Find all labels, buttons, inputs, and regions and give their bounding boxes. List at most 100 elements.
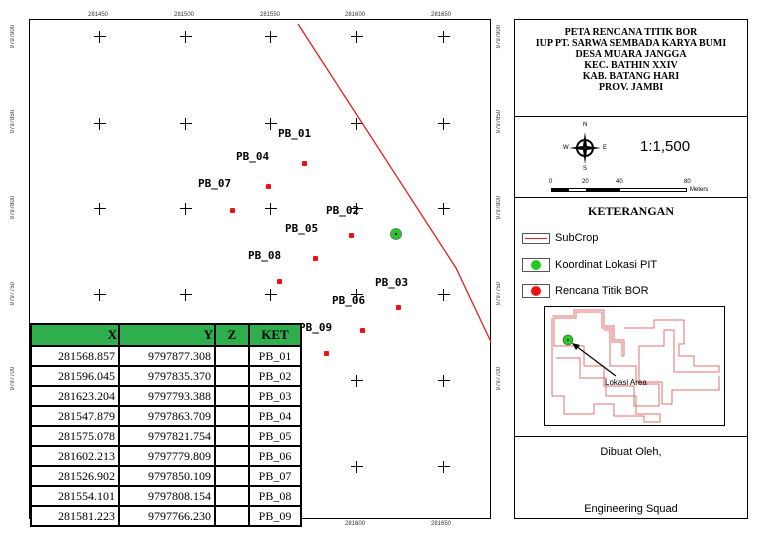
cell-x: 281575.078 — [30, 425, 120, 447]
cell-z — [214, 405, 250, 427]
cell-ket: PB_02 — [248, 365, 302, 387]
cell-x: 281547.879 — [30, 405, 120, 427]
grid-cross — [94, 289, 106, 301]
cell-ket: PB_07 — [248, 465, 302, 487]
cell-x: 281602.213 — [30, 445, 120, 467]
bor-point-pb05[interactable] — [313, 256, 319, 262]
scalebar-tick: 40 — [616, 179, 623, 185]
north-s: S — [583, 166, 588, 172]
x-tick-bottom: 281600 — [345, 521, 366, 527]
grid-cross — [265, 31, 277, 43]
title-line: IUP PT. SARWA SEMBADA KARYA BUMI — [535, 38, 727, 49]
made-by-label: Dibuat Oleh, — [600, 446, 662, 458]
grid-cross — [438, 118, 450, 130]
cell-z — [214, 425, 250, 447]
header-z: Z — [214, 323, 250, 347]
title-line: PETA RENCANA TITIK BOR — [564, 27, 698, 38]
cell-y: 9797863.709 — [118, 405, 216, 427]
table-row: 281581.223 9797766.230 PB_09 — [30, 505, 302, 527]
north-e: E — [603, 145, 608, 151]
cell-x: 281596.045 — [30, 365, 120, 387]
cell-z — [214, 445, 250, 467]
scalebar-tick: 80 — [684, 179, 691, 185]
coordinate-table: X Y Z KET 281568.857 9797877.308 PB_01 2815… — [30, 323, 302, 527]
header-y: Y — [118, 323, 216, 347]
grid-cross — [351, 289, 363, 301]
title-block: PETA RENCANA TITIK BOR IUP PT. SARWA SEM… — [515, 27, 747, 93]
cell-x: 281568.857 — [30, 345, 120, 367]
cell-y: 9797877.308 — [118, 345, 216, 367]
cell-z — [214, 345, 250, 367]
legend-subcrop-symbol — [522, 233, 550, 244]
grid-cross — [351, 118, 363, 130]
point-label-pb08: PB_08 — [248, 249, 282, 262]
table-row: 281547.879 9797863.709 PB_04 — [30, 405, 302, 427]
grid-cross — [438, 461, 450, 473]
north-n: N — [583, 122, 588, 128]
header-ket: KET — [248, 323, 302, 347]
scalebar-tick: 0 — [549, 179, 553, 185]
grid-cross — [180, 31, 192, 43]
bor-point-pb03[interactable] — [395, 304, 401, 310]
inset-area-outline — [551, 309, 720, 423]
bor-point-pb08[interactable] — [277, 279, 283, 285]
table-row: 281568.857 9797877.308 PB_01 — [30, 345, 302, 367]
point-label-pb02: PB_02 — [326, 204, 360, 217]
cell-ket: PB_06 — [248, 445, 302, 467]
grid-cross — [180, 203, 192, 215]
x-tick-top: 281600 — [345, 12, 366, 18]
cell-ket: PB_04 — [248, 405, 302, 427]
bor-point-pb04[interactable] — [266, 184, 272, 190]
grid-cross — [265, 203, 277, 215]
scalebar-unit: Meters — [690, 187, 709, 193]
grid-cross — [351, 31, 363, 43]
cell-x: 281526.902 — [30, 465, 120, 487]
grid-cross — [180, 289, 192, 301]
legend-bor-symbol — [522, 284, 550, 298]
bor-point-pb01[interactable] — [302, 160, 308, 166]
cell-x: 281554.101 — [30, 485, 120, 507]
grid-cross — [94, 203, 106, 215]
table-row: 281623.204 9797793.388 PB_03 — [30, 385, 302, 407]
legend-title: KETERANGAN — [587, 204, 674, 218]
x-tick-bottom: 281650 — [431, 521, 452, 527]
bor-point-pb09[interactable] — [323, 351, 329, 357]
cell-y: 9797793.388 — [118, 385, 216, 407]
side-panel — [514, 19, 748, 519]
cell-z — [214, 365, 250, 387]
header-x: X — [30, 323, 120, 347]
pit-marker[interactable] — [389, 227, 403, 241]
panel-divider — [514, 116, 748, 117]
cell-y: 9797835.370 — [118, 365, 216, 387]
grid-cross — [351, 203, 363, 215]
inset-label: Lokasi Area — [605, 378, 647, 387]
cell-z — [214, 505, 250, 527]
cell-ket: PB_08 — [248, 485, 302, 507]
title-line: KEC. BATHIN XXIV — [584, 60, 678, 71]
point-label-pb07: PB_07 — [198, 177, 232, 190]
title-line: DESA MUARA JANGGA — [575, 49, 687, 60]
grid-cross — [351, 375, 363, 387]
north-w: W — [563, 145, 569, 151]
point-label-pb03: PB_03 — [375, 276, 409, 289]
table-row: 281526.902 9797850.109 PB_07 — [30, 465, 302, 487]
north-arrow-icon — [569, 132, 601, 164]
cell-ket: PB_05 — [248, 425, 302, 447]
panel-divider — [514, 436, 748, 437]
table-row: 281554.101 9797808.154 PB_08 — [30, 485, 302, 507]
title-line: KAB. BATANG HARI — [582, 71, 680, 82]
cell-y: 9797779.809 — [118, 445, 216, 467]
grid-cross — [351, 461, 363, 473]
cell-ket: PB_09 — [248, 505, 302, 527]
scale-ratio: 1:1,500 — [640, 138, 691, 155]
table-row: 281575.078 9797821.754 PB_05 — [30, 425, 302, 447]
grid-cross — [438, 31, 450, 43]
grid-cross — [94, 118, 106, 130]
point-label-pb04: PB_04 — [236, 150, 270, 163]
bor-point-pb07[interactable] — [230, 207, 236, 213]
grid-cross — [438, 289, 450, 301]
bor-point-pb06[interactable] — [359, 327, 365, 333]
bor-point-pb02[interactable] — [349, 232, 355, 238]
cell-z — [214, 465, 250, 487]
grid-cross — [94, 31, 106, 43]
